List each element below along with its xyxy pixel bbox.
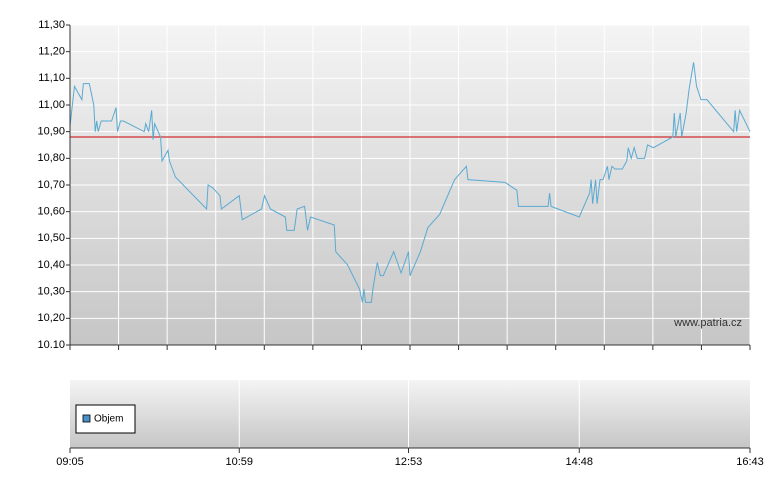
y-tick-label: 11,20: [38, 46, 65, 58]
x-tick-label: 10:59: [225, 456, 253, 468]
y-tick-label: 10,30: [37, 286, 65, 298]
y-tick-label: 10,90: [37, 126, 65, 138]
y-tick-label: 11,10: [38, 72, 65, 84]
x-tick-label: 12:53: [395, 456, 423, 468]
y-tick-label: 10,50: [37, 232, 65, 244]
legend-swatch: [82, 414, 91, 423]
x-tick-label: 14:48: [565, 456, 593, 468]
x-tick-label: 16:43: [736, 456, 764, 468]
marks: [69, 62, 751, 303]
y-tick-label: 10,70: [37, 179, 65, 191]
y-tick-label: 11,30: [38, 19, 65, 31]
x-tick-label: 09:05: [56, 456, 84, 468]
y-tick-label: 11,00: [38, 99, 65, 111]
y-tick-label: 10,40: [37, 259, 65, 271]
legend-label: Objem: [94, 414, 123, 425]
watermark: www.patria.cz: [673, 317, 742, 329]
price-line: [69, 62, 751, 303]
y-tick-label: 10.10: [37, 339, 65, 351]
volume-area: [70, 380, 750, 448]
y-tick-label: 10,60: [37, 206, 65, 218]
y-tick-label: 10,80: [37, 152, 65, 164]
y-tick-label: 10,20: [37, 312, 65, 324]
